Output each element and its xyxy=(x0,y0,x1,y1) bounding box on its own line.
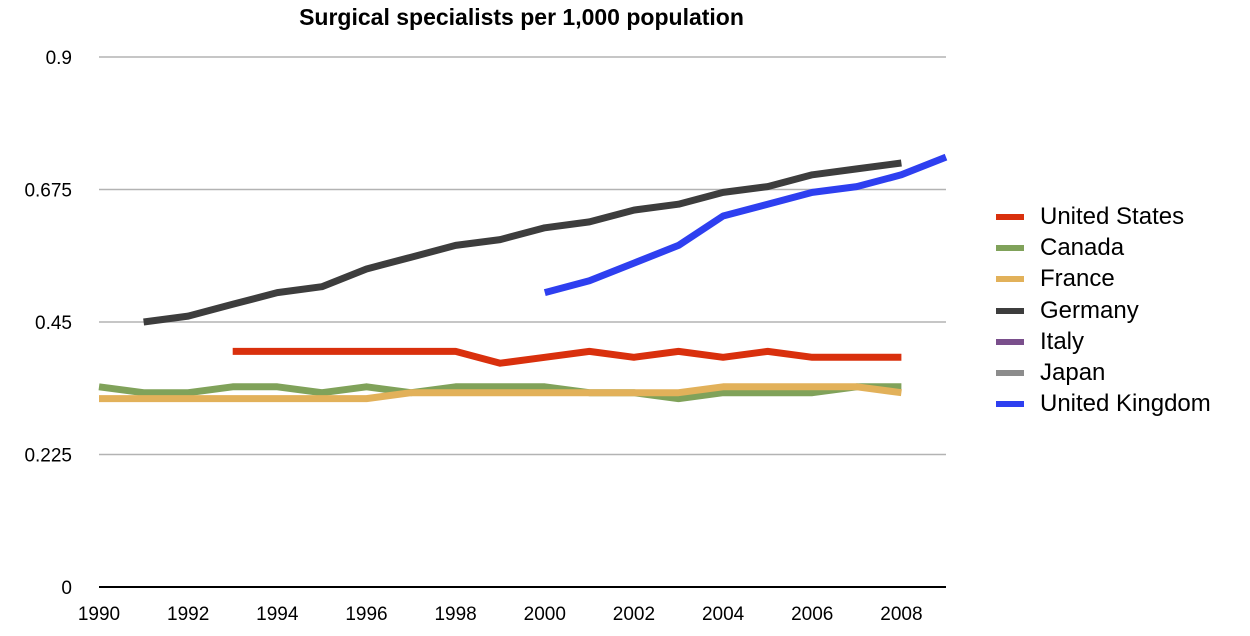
legend-label: Italy xyxy=(1040,327,1085,355)
legend-item-united-kingdom: United Kingdom xyxy=(996,389,1211,420)
legend-swatch xyxy=(996,213,1024,220)
y-tick-label: 0 xyxy=(61,578,72,599)
x-tick-label: 1998 xyxy=(434,604,476,625)
legend-label: Canada xyxy=(1040,233,1125,261)
legend-label: United Kingdom xyxy=(1040,390,1211,418)
x-tick-labels: 1990 1992 1994 1996 1998 2000 2002 2004 2006 2008 xyxy=(78,604,923,625)
y-tick-label: 0.9 xyxy=(46,48,72,69)
y-tick-label: 0.675 xyxy=(24,181,72,202)
series-line-united-kingdom xyxy=(543,153,948,296)
line-chart: 0 0.225 0.45 0.675 0.9 1990 1992 1994 1996 1998 2… xyxy=(24,48,948,625)
x-tick-label: 2000 xyxy=(524,604,566,625)
legend-swatch xyxy=(996,244,1024,251)
legend-item-canada: Canada xyxy=(996,232,1211,263)
legend-label: Germany xyxy=(1040,296,1139,324)
legend-swatch xyxy=(996,338,1024,345)
series-lines xyxy=(98,153,948,403)
legend-item-italy: Italy xyxy=(996,326,1211,357)
legend-item-japan: Japan xyxy=(996,357,1211,388)
y-tick-labels: 0 0.225 0.45 0.675 0.9 xyxy=(24,48,72,599)
gridlines xyxy=(99,56,946,456)
legend-swatch xyxy=(996,401,1024,408)
legend-label: Japan xyxy=(1040,359,1106,387)
x-tick-label: 2002 xyxy=(613,604,655,625)
x-tick-label: 1992 xyxy=(167,604,209,625)
y-tick-label: 0.225 xyxy=(24,446,72,467)
legend-label: United States xyxy=(1040,202,1185,230)
legend-item-germany: Germany xyxy=(996,295,1211,326)
x-tick-label: 1990 xyxy=(78,604,120,625)
x-tick-label: 1994 xyxy=(256,604,299,625)
x-tick-label: 2004 xyxy=(702,604,745,625)
legend-item-united-states: United States xyxy=(996,201,1211,232)
x-tick-label: 2006 xyxy=(791,604,833,625)
series-line-france xyxy=(99,383,902,403)
chart-title: Surgical specialists per 1,000 populatio… xyxy=(299,4,744,30)
legend-swatch xyxy=(996,370,1024,377)
x-tick-label: 2008 xyxy=(880,604,922,625)
series-line-canada xyxy=(98,383,902,403)
series-line-united-states xyxy=(232,347,902,367)
legend-swatch xyxy=(996,307,1024,314)
legend-item-france: France xyxy=(996,264,1211,295)
series-line-germany xyxy=(143,159,902,326)
legend: United States Canada France Germany Italy Jap… xyxy=(996,201,1211,420)
legend-swatch xyxy=(996,276,1024,283)
legend-label: France xyxy=(1040,265,1115,293)
y-tick-label: 0.45 xyxy=(35,313,72,334)
x-tick-label: 1996 xyxy=(345,604,387,625)
